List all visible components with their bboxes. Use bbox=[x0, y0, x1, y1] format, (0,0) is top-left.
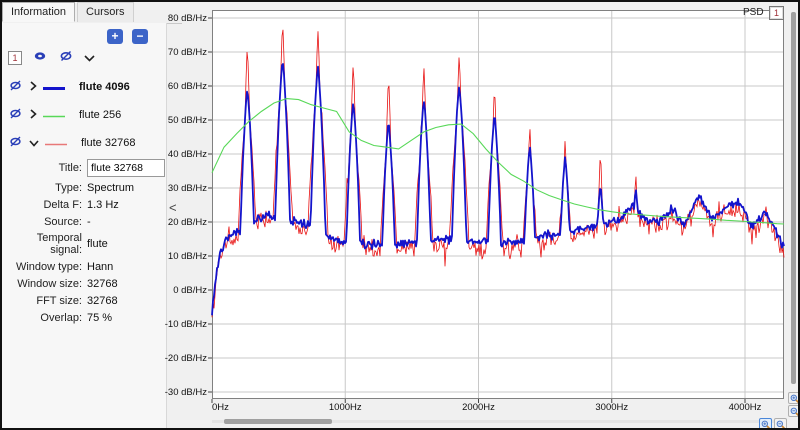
series-flute-256 bbox=[211, 98, 785, 225]
signal-label: flute 256 bbox=[79, 109, 122, 121]
vertical-scrollbar-thumb[interactable] bbox=[791, 12, 796, 384]
property-row: Temporal signal: flute bbox=[2, 232, 162, 256]
visibility-eye-slash-icon[interactable] bbox=[8, 78, 23, 96]
property-row: Overlap: 75 % bbox=[2, 311, 162, 324]
x-axis-tick-label: 3000Hz bbox=[595, 402, 629, 413]
y-axis-tick-label: 60 dB/Hz bbox=[167, 81, 207, 92]
y-axis-tick-label: -30 dB/Hz bbox=[164, 387, 207, 398]
property-value: 32768 bbox=[87, 277, 118, 290]
curve-color-sample bbox=[45, 134, 67, 152]
y-axis-tick-label: 70 dB/Hz bbox=[167, 47, 207, 58]
hide-all-eye-slash-icon[interactable] bbox=[58, 49, 74, 67]
property-row: Source: - bbox=[2, 215, 162, 228]
layer-number-badge[interactable]: 1 bbox=[8, 51, 22, 65]
y-axis-tick-label: -20 dB/Hz bbox=[164, 353, 207, 364]
property-label: Delta F: bbox=[43, 198, 82, 211]
information-panel: + − 1 flute 4096 bbox=[2, 23, 167, 428]
x-axis-tick-label: 0Hz bbox=[212, 402, 229, 413]
signal-row-flute-4096[interactable]: flute 4096 bbox=[8, 73, 164, 101]
y-axis-tick-label: -10 dB/Hz bbox=[164, 319, 207, 330]
signal-label: flute 4096 bbox=[79, 81, 130, 93]
title-label: Title: bbox=[58, 162, 82, 174]
y-axis-tick-label: 40 dB/Hz bbox=[167, 149, 207, 160]
tab-cursors[interactable]: Cursors bbox=[77, 2, 134, 22]
y-axis-tick-label: 0 dB/Hz bbox=[173, 285, 207, 296]
visibility-eye-slash-icon[interactable] bbox=[8, 134, 23, 152]
signal-row-flute-32768[interactable]: flute 32768 bbox=[8, 129, 164, 157]
vertical-zoom-out-button[interactable] bbox=[788, 405, 798, 417]
property-label: Overlap: bbox=[40, 311, 82, 324]
psd-mode-label: PSD bbox=[743, 7, 764, 18]
property-row: FFT size: 32768 bbox=[2, 294, 162, 307]
visibility-toolbar: 1 bbox=[8, 49, 95, 67]
plot-border bbox=[212, 10, 784, 399]
collapse-all-chevron-down-icon[interactable] bbox=[84, 49, 95, 67]
horizontal-scrollbar-thumb[interactable] bbox=[224, 419, 332, 424]
y-axis-tick-label: 30 dB/Hz bbox=[167, 183, 207, 194]
signal-row-flute-256[interactable]: flute 256 bbox=[8, 101, 164, 129]
chevron-down-icon[interactable] bbox=[29, 134, 39, 152]
property-value: flute bbox=[87, 238, 108, 250]
psd-layer-badge[interactable]: 1 bbox=[769, 6, 784, 20]
curve-color-sample bbox=[43, 106, 65, 124]
spectrum-plot[interactable] bbox=[208, 10, 785, 403]
x-axis-tick-label: 1000Hz bbox=[328, 402, 362, 413]
property-label: FFT size: bbox=[36, 294, 82, 307]
property-value: Hann bbox=[87, 260, 114, 273]
property-label: Temporal signal: bbox=[36, 232, 82, 256]
visibility-eye-slash-icon[interactable] bbox=[8, 106, 23, 124]
title-input[interactable] bbox=[87, 159, 165, 177]
horizontal-zoom-in-button[interactable] bbox=[759, 418, 772, 428]
property-row: Type: Spectrum bbox=[2, 181, 162, 194]
signal-properties: Title: Type: Spectrum Delta F: 1.3 Hz Source… bbox=[2, 159, 165, 328]
add-signal-button[interactable]: + bbox=[107, 29, 123, 44]
property-label: Source: bbox=[44, 215, 82, 228]
x-axis-tick-label: 2000Hz bbox=[462, 402, 495, 413]
chevron-right-icon[interactable] bbox=[29, 78, 37, 96]
layer-add-remove-toolbar: + − bbox=[107, 29, 148, 44]
show-all-eye-icon[interactable] bbox=[32, 49, 48, 67]
signal-label: flute 32768 bbox=[81, 137, 136, 149]
property-row: Window size: 32768 bbox=[2, 277, 162, 290]
property-value: 32768 bbox=[87, 294, 118, 307]
panel-collapse-handle[interactable]: < bbox=[169, 200, 177, 215]
signal-list: flute 4096 flute 256 flute 32768 bbox=[8, 73, 164, 157]
y-axis-tick-label: 10 dB/Hz bbox=[167, 251, 207, 262]
y-axis-tick-label: 50 dB/Hz bbox=[167, 115, 207, 126]
property-row: Delta F: 1.3 Hz bbox=[2, 198, 162, 211]
tab-information[interactable]: Information bbox=[2, 2, 76, 22]
property-rows: Type: Spectrum Delta F: 1.3 Hz Source: - Tempo… bbox=[2, 181, 162, 324]
y-axis-tick-label: 80 dB/Hz bbox=[167, 13, 207, 24]
y-axis-tick-label: 20 dB/Hz bbox=[167, 217, 207, 228]
property-row: Window type: Hann bbox=[2, 260, 162, 273]
property-label: Type: bbox=[55, 181, 82, 194]
horizontal-scrollbar-track[interactable] bbox=[212, 420, 784, 423]
title-property-row: Title: bbox=[2, 159, 165, 177]
property-value: 1.3 Hz bbox=[87, 198, 119, 211]
curve-color-sample bbox=[43, 78, 65, 96]
property-label: Window type: bbox=[15, 260, 82, 273]
remove-signal-button[interactable]: − bbox=[132, 29, 148, 44]
vertical-zoom-in-button[interactable] bbox=[788, 392, 798, 404]
chevron-right-icon[interactable] bbox=[29, 106, 37, 124]
x-axis-tick-label: 4000Hz bbox=[728, 402, 762, 413]
series-flute-4096 bbox=[211, 63, 785, 316]
property-value: 75 % bbox=[87, 311, 113, 324]
property-value: - bbox=[87, 215, 91, 228]
horizontal-zoom-out-button[interactable] bbox=[774, 418, 787, 428]
property-label: Window size: bbox=[17, 277, 82, 290]
panel-tabbar: Information Cursors bbox=[2, 2, 182, 24]
property-value: Spectrum bbox=[87, 181, 135, 194]
